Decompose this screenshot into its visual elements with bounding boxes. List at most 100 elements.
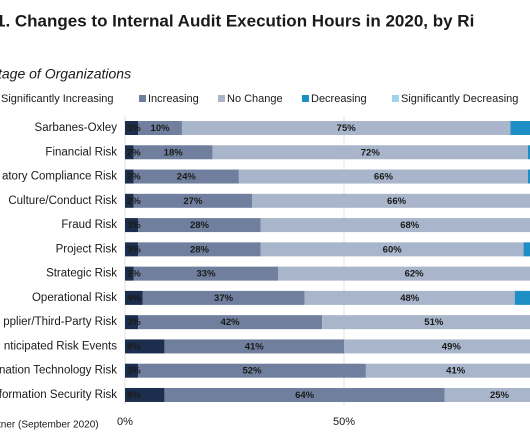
category-label: nticipated Risk Events bbox=[4, 340, 117, 352]
value-label: 72% bbox=[361, 147, 381, 158]
bar-segment bbox=[304, 290, 515, 305]
value-label: 48% bbox=[400, 293, 420, 304]
value-label: 41% bbox=[245, 341, 265, 352]
value-label: 3% bbox=[127, 366, 141, 377]
legend-swatch bbox=[139, 95, 146, 102]
bar-segment bbox=[125, 145, 134, 160]
value-label: 25% bbox=[490, 390, 510, 401]
bar-segment bbox=[133, 169, 239, 184]
bar-segment bbox=[138, 121, 182, 135]
value-label: 4% bbox=[127, 293, 141, 304]
category-label: formation Security Risk bbox=[0, 389, 117, 401]
value-label: 64% bbox=[295, 390, 315, 401]
category-label: Operational Risk bbox=[32, 292, 117, 304]
category-label: Culture/Conduct Risk bbox=[8, 195, 117, 207]
bar-segment bbox=[514, 290, 530, 305]
source-note: tner (September 2020) bbox=[0, 420, 99, 431]
legend-swatch bbox=[302, 95, 309, 102]
bar-segment bbox=[133, 266, 279, 281]
value-label: 75% bbox=[337, 123, 357, 134]
bar-segment bbox=[138, 242, 261, 257]
bar-segment bbox=[125, 121, 139, 135]
bar-segment bbox=[125, 339, 165, 354]
value-label: 2% bbox=[127, 269, 141, 280]
bar-segment bbox=[238, 169, 528, 184]
bar-segment bbox=[125, 315, 139, 330]
value-label: 3% bbox=[127, 244, 141, 255]
bar-segment bbox=[138, 218, 261, 233]
value-label: 18% bbox=[164, 147, 184, 158]
value-label: 41% bbox=[446, 366, 466, 377]
bar-segment bbox=[527, 145, 530, 160]
bar-segment bbox=[138, 315, 323, 330]
value-label: 10% bbox=[151, 123, 171, 134]
bar-segment bbox=[212, 145, 528, 160]
bar-segment bbox=[510, 121, 530, 135]
value-label: 66% bbox=[387, 196, 407, 207]
category-label: Financial Risk bbox=[45, 146, 117, 158]
x-tick-label: 50% bbox=[333, 416, 355, 428]
value-label: 2% bbox=[127, 147, 141, 158]
value-label: 37% bbox=[214, 293, 234, 304]
category-label: pplier/Third-Party Risk bbox=[3, 316, 117, 328]
value-label: 3% bbox=[127, 317, 141, 328]
chart-title: 1. Changes to Internal Audit Execution H… bbox=[0, 11, 474, 30]
value-label: 49% bbox=[442, 341, 462, 352]
value-label: 28% bbox=[190, 220, 210, 231]
value-label: 2% bbox=[127, 196, 141, 207]
value-label: 60% bbox=[383, 244, 403, 255]
legend-label: Decreasing bbox=[311, 93, 367, 105]
bar-segment bbox=[322, 315, 530, 330]
value-label: 9% bbox=[127, 341, 141, 352]
value-label: 2% bbox=[127, 172, 141, 183]
value-label: 27% bbox=[183, 196, 203, 207]
bar-segment bbox=[365, 363, 530, 378]
value-label: 66% bbox=[374, 172, 394, 183]
bar-segment bbox=[125, 169, 134, 184]
chart-subtitle: tage of Organizations bbox=[0, 66, 131, 82]
x-tick-label: 0% bbox=[117, 416, 133, 428]
bar-segment bbox=[344, 339, 530, 354]
bar-segment bbox=[133, 193, 253, 208]
value-label: 9% bbox=[127, 390, 141, 401]
bar-segment bbox=[125, 290, 143, 305]
category-label: Project Risk bbox=[56, 243, 118, 255]
value-label: 52% bbox=[243, 366, 263, 377]
category-label: Fraud Risk bbox=[61, 219, 117, 231]
category-label: atory Compliance Risk bbox=[2, 171, 117, 183]
bar-segment bbox=[125, 387, 165, 402]
bar-segment bbox=[252, 193, 530, 208]
legend-label: Significantly Decreasing bbox=[401, 93, 518, 105]
bar-segment bbox=[125, 363, 139, 378]
bar-segment bbox=[125, 218, 139, 233]
bar-segment bbox=[278, 266, 530, 281]
legend-label: No Change bbox=[227, 93, 283, 105]
legend-swatch bbox=[218, 95, 225, 102]
bar-segment bbox=[125, 193, 134, 208]
category-label: Sarbanes-Oxley bbox=[35, 122, 118, 134]
bar-segment bbox=[125, 242, 139, 257]
value-label: 42% bbox=[221, 317, 241, 328]
bar-segment bbox=[527, 169, 530, 184]
value-label: 33% bbox=[197, 269, 217, 280]
legend-swatch bbox=[392, 95, 399, 102]
value-label: 28% bbox=[190, 244, 210, 255]
bar-segment bbox=[164, 387, 445, 402]
bar-segment bbox=[523, 242, 530, 257]
category-label: Strategic Risk bbox=[46, 268, 117, 280]
bar-segment bbox=[260, 242, 524, 257]
bar-segment bbox=[133, 145, 213, 160]
legend-label: Significantly Increasing bbox=[1, 93, 114, 105]
value-label: 51% bbox=[424, 317, 444, 328]
value-label: 68% bbox=[400, 220, 420, 231]
bar-segment bbox=[164, 339, 344, 354]
bar-segment bbox=[181, 121, 511, 135]
bar-segment bbox=[142, 290, 305, 305]
value-label: 62% bbox=[405, 269, 425, 280]
value-label: 24% bbox=[177, 172, 197, 183]
category-label: nation Technology Risk bbox=[0, 365, 117, 377]
value-label: 3% bbox=[127, 123, 141, 134]
bar-segment bbox=[138, 363, 366, 378]
bar-segment bbox=[125, 266, 134, 281]
